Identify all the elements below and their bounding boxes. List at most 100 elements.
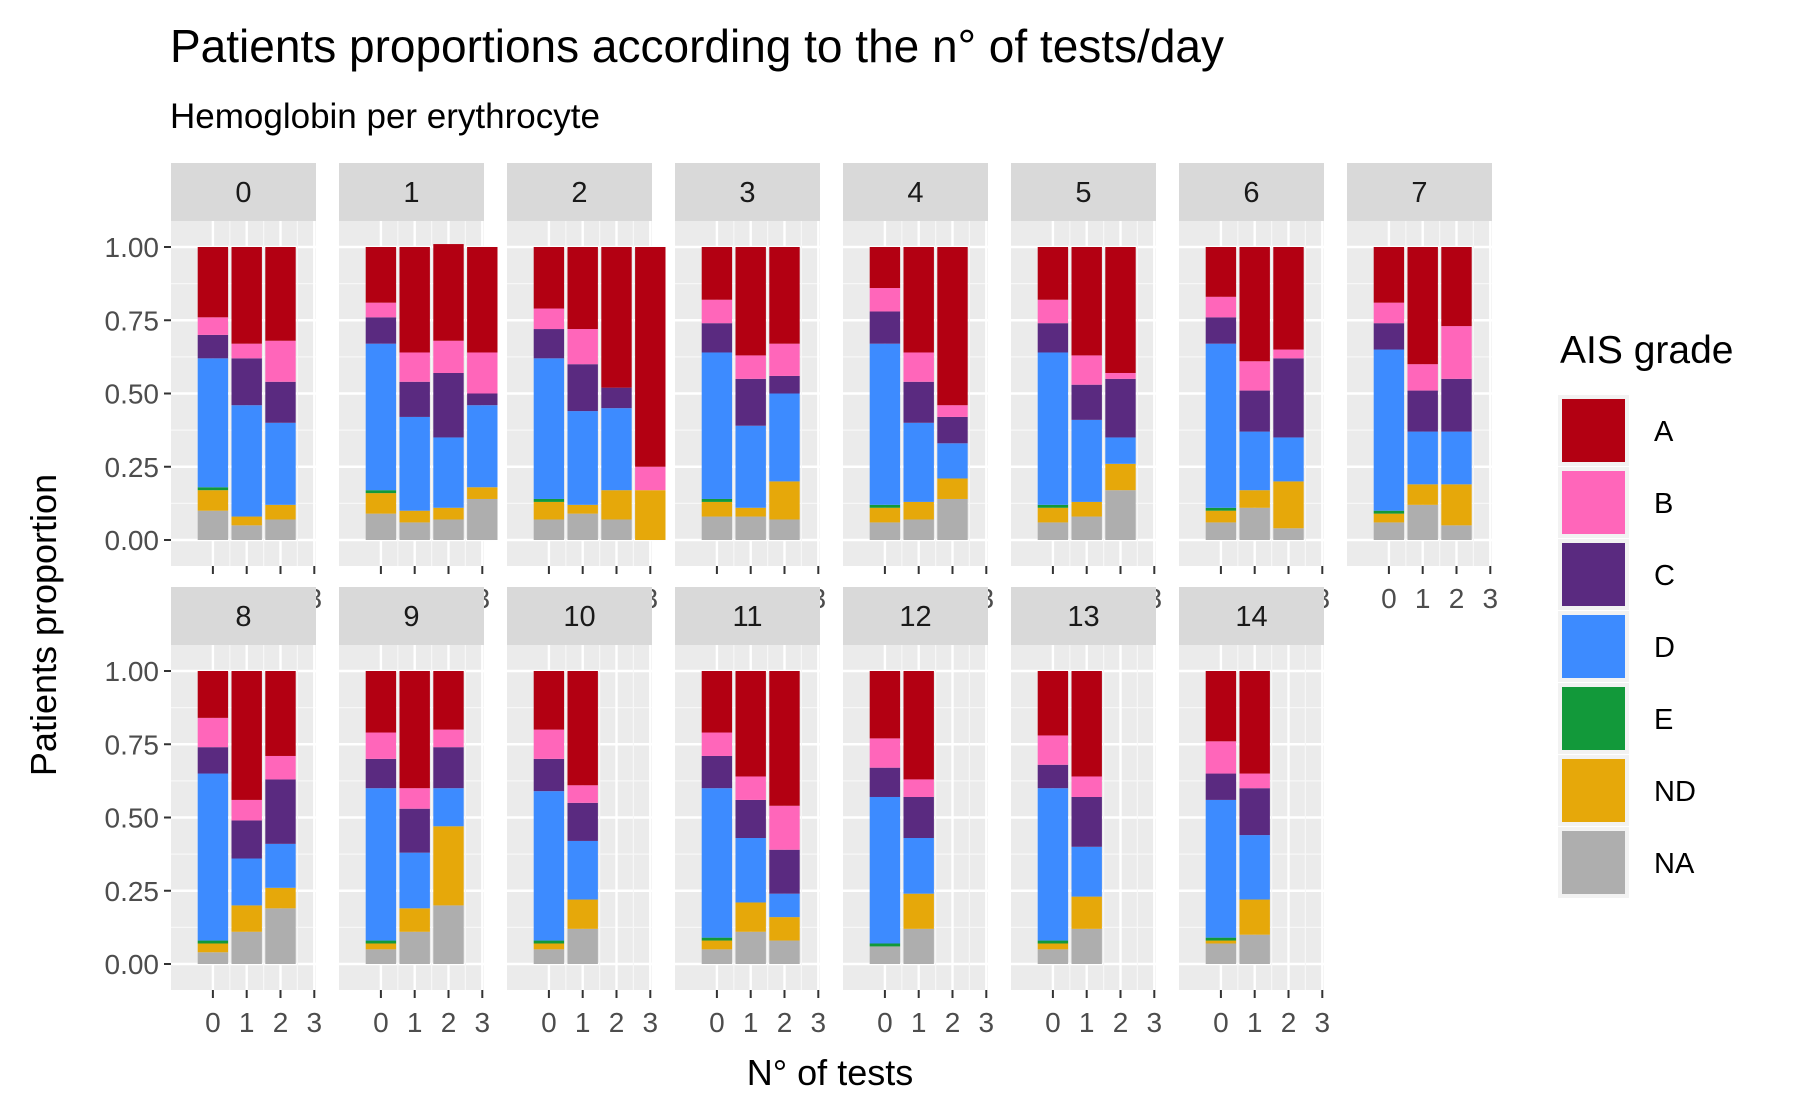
bar-segment-nd (701, 940, 733, 950)
bar-segment-d (265, 422, 296, 505)
bar-segment-d (567, 411, 598, 505)
bar-segment-b (1071, 776, 1102, 797)
bar-segment-e (1205, 937, 1237, 941)
legend-item-c: C (1558, 539, 1675, 610)
bar-segment-a (1407, 247, 1438, 365)
x-tick-label: 3 (811, 1007, 827, 1038)
bar-segment-c (903, 796, 934, 839)
bar-segment-nd (601, 490, 632, 520)
bar-segment-na (433, 519, 464, 540)
bar-segment-c (1373, 323, 1405, 350)
bar-segment-c (735, 799, 766, 839)
bar-segment-nd (1037, 943, 1069, 950)
bar-segment-d (231, 405, 262, 517)
facet-panel-6: 60123 (1179, 163, 1330, 614)
bar-segment-b (701, 299, 733, 324)
bar-segment-nd (467, 487, 498, 499)
legend-label: A (1654, 416, 1674, 448)
y-tick-label: 0.00 (105, 525, 160, 556)
bar-segment-a (231, 671, 262, 800)
bar-segment-a (903, 671, 934, 780)
y-tick-label: 1.00 (105, 656, 160, 687)
legend-swatch-c (1562, 543, 1625, 606)
x-tick-label: 3 (307, 1007, 323, 1038)
bar-segment-b (231, 799, 262, 821)
bar-segment-a (467, 247, 498, 353)
bar-segment-b (1239, 773, 1270, 789)
bar-segment-c (1071, 796, 1102, 847)
bar-segment-na (231, 931, 262, 964)
bar-segment-nd (1273, 481, 1304, 529)
bar-segment-na (1037, 949, 1069, 964)
bar-segment-b (1407, 364, 1438, 391)
bar-segment-b (567, 785, 598, 803)
bar-segment-na (903, 928, 934, 964)
bar-segment-c (567, 802, 598, 841)
bar-segment-d (735, 425, 766, 508)
bar-segment-nd (265, 504, 296, 520)
bar-segment-c (1273, 358, 1304, 438)
facet-strip-label: 2 (571, 177, 587, 209)
x-tick-label: 3 (643, 1007, 659, 1038)
bar-segment-nd (1105, 463, 1136, 491)
bar-segment-b (265, 755, 296, 780)
bar-segment-na (1205, 943, 1237, 964)
bar-segment-e (701, 498, 733, 502)
bar-segment-d (937, 443, 968, 479)
bar-segment-c (365, 758, 397, 789)
bar-segment-d (1407, 431, 1438, 485)
legend-swatch-d (1562, 615, 1625, 678)
bar-segment-nd (769, 917, 800, 941)
x-tick-label: 2 (441, 1007, 457, 1038)
facet-strip (1179, 163, 1324, 221)
bar-segment-b (365, 302, 397, 318)
bar-segment-c (1071, 384, 1102, 420)
bar-segment-na (231, 525, 262, 540)
bar-segment-c (769, 375, 800, 394)
bar-segment-a (433, 671, 464, 730)
facet-strip-label: 0 (235, 177, 251, 209)
bar-segment-a (1373, 247, 1405, 303)
bar-segment-na (399, 931, 430, 964)
bar-segment-d (903, 838, 934, 894)
bar-segment-nd (937, 478, 968, 499)
bar-segment-nd (1071, 501, 1102, 517)
facet-strip (507, 587, 652, 645)
x-tick-label: 1 (1247, 1007, 1263, 1038)
legend-item-d: D (1558, 611, 1675, 682)
bar-segment-b (433, 340, 464, 373)
bar-segment-b (567, 329, 598, 365)
bar-segment-c (701, 323, 733, 353)
facet-panel-14: 14 0 1 2 3 (1179, 587, 1330, 1038)
facet-panel-8: 8 0.00 0.25 0.50 0.75 1.00 0 1 2 3 (105, 587, 323, 1038)
bar-segment-d (265, 843, 296, 888)
bar-segment-na (1441, 525, 1472, 540)
legend-item-nd: ND (1558, 755, 1696, 826)
bar-segment-d (399, 852, 430, 909)
bar-segment-nd (1205, 940, 1237, 944)
facet-strip (507, 163, 652, 221)
bar-segment-na (1105, 490, 1136, 540)
bar-segment-na (1407, 504, 1438, 540)
facet-strip (1347, 163, 1492, 221)
bar-segment-d (1205, 343, 1237, 508)
bar-segment-na (197, 510, 229, 540)
legend-label: B (1654, 488, 1673, 520)
bar-segment-nd (197, 490, 229, 511)
x-tick-label: 0 (709, 1007, 725, 1038)
bar-segment-d (533, 791, 565, 941)
legend-item-b: B (1558, 467, 1673, 538)
bar-segment-c (1205, 317, 1237, 344)
bar-segment-na (197, 952, 229, 964)
bar-segment-e (1205, 507, 1237, 511)
bar-segment-a (735, 671, 766, 777)
bar-segment-c (869, 311, 901, 344)
bar-segment-b (903, 779, 934, 797)
bar-segment-nd (231, 905, 262, 932)
bar-segment-d (869, 343, 901, 505)
facet-strip-label: 5 (1075, 177, 1091, 209)
bar-segment-b (1205, 741, 1237, 774)
legend-swatch-a (1562, 399, 1625, 462)
